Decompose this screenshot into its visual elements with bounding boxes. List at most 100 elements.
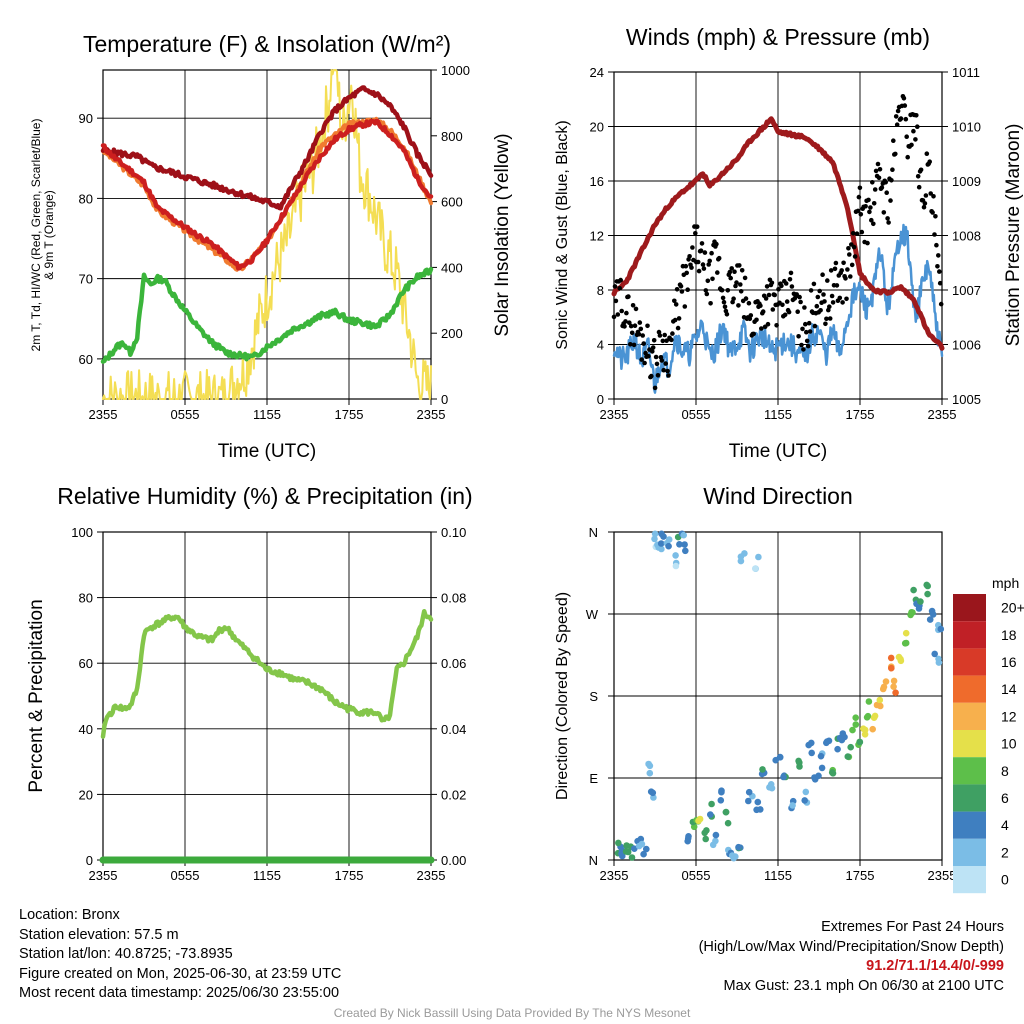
gust-point [927,159,932,164]
gust-point [720,295,726,301]
direction-point [815,772,822,780]
gust-point [891,138,896,143]
tick-label-y-right: 0.02 [441,787,466,802]
tick-label-direction: E [589,771,598,786]
direction-point [631,845,638,852]
colorbar-label: 0 [1001,872,1009,888]
gust-point [871,221,876,227]
gust-point [784,299,790,304]
gust-point [679,289,685,294]
tick-label-x: 1755 [846,407,875,422]
tick-label-y-left: 24 [590,65,604,80]
colorbar-title: mph [992,575,1019,591]
gust-point [798,299,803,305]
gust-point [815,294,821,300]
gust-point [859,229,865,235]
tick-label-y-left: 40 [79,722,93,737]
direction-point [841,733,848,741]
gust-point [918,167,924,173]
tick-label-y-left: 80 [79,591,93,606]
direction-point [796,759,803,766]
wind-direction-points [614,530,945,862]
elevation-label: Station elevation: 57.5 m [19,926,179,943]
gust-point [652,385,658,391]
gust-point [832,266,838,272]
direction-point [931,650,938,658]
direction-point [907,611,914,619]
gust-point [825,278,830,283]
winds-xlabel: Time (UTC) [729,441,828,462]
gust-point [716,255,722,261]
latlon-label: Station lat/lon: 40.8725; -73.8935 [19,946,233,962]
gust-point [881,210,887,215]
tick-label-x: 1155 [764,868,792,883]
tick-label-y-left: 60 [79,656,93,671]
station-info: Location: Bronx Station elevation: 57.5 … [19,906,341,1004]
gust-point [776,287,781,292]
gust-point [854,231,860,236]
gust-point [689,265,694,270]
colorbar-swatch [953,675,986,703]
gust-point [630,303,636,308]
gust-point [807,329,813,334]
gust-point [913,137,918,142]
direction-point [888,664,895,672]
direction-point [657,540,665,547]
gust-point [719,287,725,293]
direction-point [880,683,888,691]
gust-point [721,299,727,305]
colorbar-label: 8 [1001,763,1009,779]
tick-label-y-right: 400 [441,260,463,275]
gust-point [627,320,632,326]
direction-point [702,835,709,843]
direction-point [745,797,752,805]
gust-point [743,296,749,301]
tick-label-y-left: 12 [590,229,604,244]
direction-point [937,625,945,633]
direction-point [665,536,673,543]
gust-point [696,268,702,274]
tick-label-x: 2355 [600,868,629,883]
gust-point [649,373,654,379]
series-dewpoint [100,266,434,364]
series-solar-insolation [102,69,432,400]
tick-label-y-right: 1006 [952,338,981,353]
tick-label-y-left: 90 [79,111,93,126]
direction-point [864,712,872,720]
gust-point [646,353,651,359]
gust-point [710,276,715,282]
direction-point [876,696,884,704]
gust-point [623,319,628,324]
credit-footer: Created By Nick Bassill Using Data Provi… [333,1006,691,1020]
gust-point [650,345,656,350]
gust-point [921,204,927,210]
temperature-ylabel-line: & 9m T (Orange) [42,190,56,280]
gust-point [902,103,908,108]
direction-point [802,788,810,796]
gust-point [624,310,629,316]
gust-point [806,320,812,326]
gust-point [722,304,728,310]
tick-label-y-left: 20 [79,787,93,802]
gust-point [737,263,742,268]
gust-point [863,204,868,209]
gust-point [629,330,635,336]
direction-point [712,831,720,839]
gust-point [893,114,899,119]
direction-point [752,565,759,572]
gust-point [933,214,938,219]
gust-point [852,254,858,259]
location-label: Location: Bronx [19,907,120,923]
gust-point [759,326,764,331]
gust-point [873,168,879,174]
gust-point [770,307,776,312]
gust-point [764,284,770,289]
gust-point [704,291,710,297]
direction-point [818,764,826,772]
gust-point [840,300,845,305]
direction-point [917,598,924,605]
direction-point [789,802,796,809]
gust-point [611,314,617,320]
gust-point [660,338,666,344]
